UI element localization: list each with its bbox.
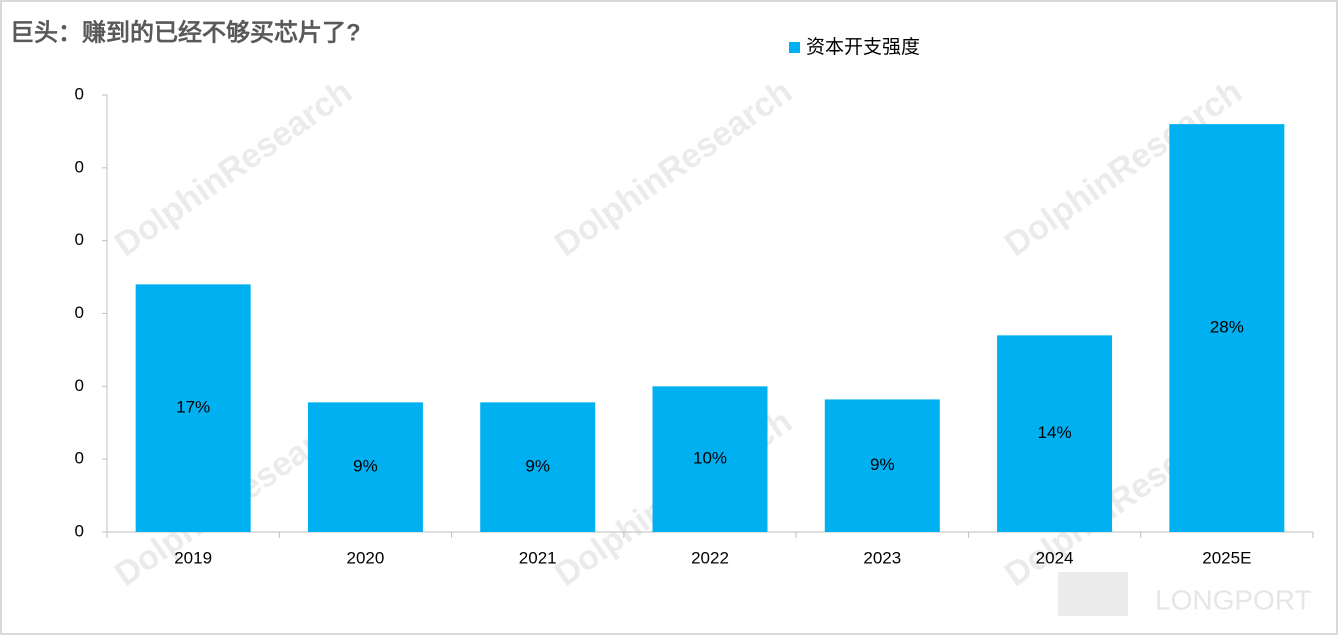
y-tick-label: 0	[75, 521, 84, 540]
bar	[652, 386, 768, 532]
bar	[307, 402, 423, 532]
x-tick-label: 2024	[1036, 548, 1074, 567]
data-label: 9%	[870, 455, 895, 474]
x-tick-label: 2019	[174, 548, 212, 567]
bar	[1169, 124, 1285, 532]
x-tick-label: 2020	[347, 548, 385, 567]
bar	[480, 402, 596, 532]
x-tick-label: 2025E	[1202, 548, 1251, 567]
y-tick-label: 0	[75, 449, 84, 468]
chart-title: 巨头：赚到的已经不够买芯片了?	[10, 18, 361, 46]
y-tick-label: 0	[75, 230, 84, 249]
bar	[135, 284, 251, 532]
bar	[824, 399, 940, 532]
y-tick-label: 0	[75, 303, 84, 322]
y-tick-label: 0	[75, 84, 84, 103]
data-label: 9%	[353, 457, 378, 476]
data-label: 10%	[693, 449, 727, 468]
y-tick-label: 0	[75, 157, 84, 176]
logo	[1058, 572, 1128, 616]
x-tick-label: 2021	[519, 548, 557, 567]
x-tick-label: 2022	[691, 548, 729, 567]
x-tick-label: 2023	[863, 548, 901, 567]
data-label: 17%	[176, 398, 210, 417]
legend-swatch	[789, 42, 800, 53]
watermark-logo: LONGPORT	[1155, 584, 1312, 615]
data-label: 14%	[1038, 423, 1072, 442]
y-tick-label: 0	[75, 376, 84, 395]
data-label: 9%	[525, 457, 550, 476]
bar	[997, 335, 1113, 532]
data-label: 28%	[1210, 318, 1244, 337]
legend-label: 资本开支强度	[806, 36, 920, 58]
